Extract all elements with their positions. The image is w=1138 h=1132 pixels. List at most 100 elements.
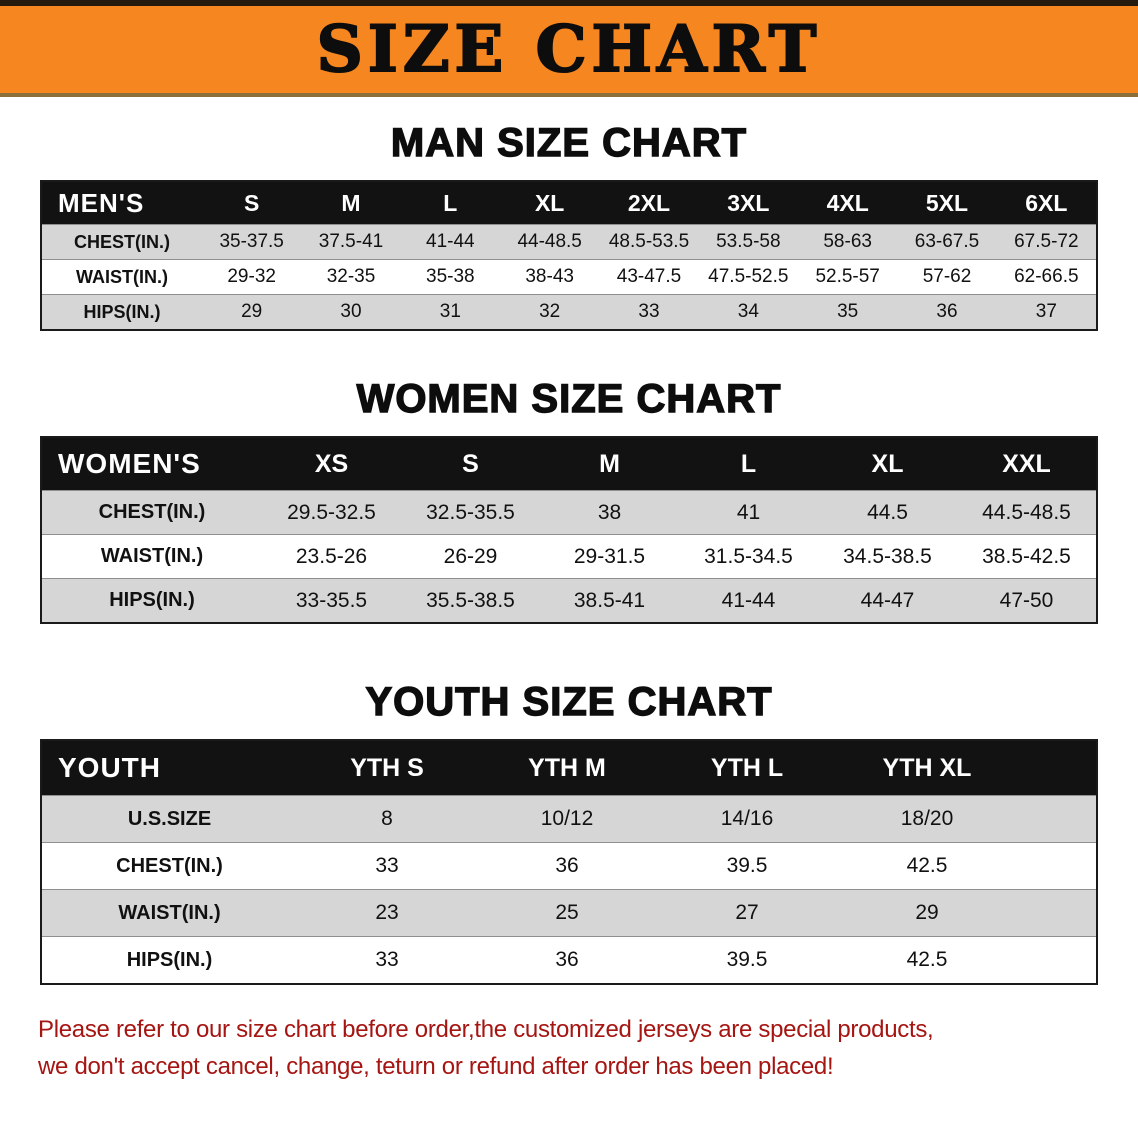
size-value: 39.5 <box>726 948 768 971</box>
womens-table-title-cell: WOMEN'S <box>58 448 201 479</box>
men-section-heading: MAN SIZE CHART <box>390 120 748 165</box>
size-value: 44.5 <box>867 500 908 524</box>
size-value: 41-44 <box>426 231 475 252</box>
youth-section-heading: YOUTH SIZE CHART <box>365 679 773 724</box>
size-value: 47.5-52.5 <box>708 266 789 287</box>
row-label: U.S.SIZE <box>127 807 212 830</box>
womens-row: WAIST(IN.) 23.5-26 26-29 29-31.5 31.5-34.5 34… <box>42 534 1096 578</box>
mens-column-header: 4XL <box>826 189 869 216</box>
size-value: 18/20 <box>900 807 954 830</box>
row-label: HIPS(IN.) <box>109 589 195 611</box>
mens-row: HIPS(IN.) 29 30 31 32 33 34 35 36 37 <box>42 294 1096 329</box>
mens-row: CHEST(IN.) 35-37.5 37.5-41 41-44 44-48.5 48.5… <box>42 224 1096 259</box>
youth-row: WAIST(IN.) 23 25 27 29 <box>42 889 1096 936</box>
size-value: 39.5 <box>726 854 768 877</box>
size-value: 29-31.5 <box>573 544 646 568</box>
size-value: 67.5-72 <box>1014 231 1079 252</box>
size-value: 63-67.5 <box>914 231 980 252</box>
youth-size-table: YOUTH YTH S YTH M YTH L YTH XL U.S.SIZE 8 10/12… <box>40 739 1098 985</box>
womens-column-header: XS <box>314 449 349 478</box>
youth-row: U.S.SIZE 8 10/12 14/16 18/20 <box>42 795 1096 842</box>
size-value: 41-44 <box>721 588 776 612</box>
size-value: 33 <box>375 854 399 877</box>
size-value: 14/16 <box>720 807 774 830</box>
size-value: 37.5-41 <box>318 231 384 252</box>
size-value: 36 <box>555 948 579 971</box>
size-value: 32 <box>539 301 561 322</box>
row-label: HIPS(IN.) <box>126 948 213 971</box>
row-label: HIPS(IN.) <box>83 301 161 322</box>
row-label: CHEST(IN.) <box>74 231 170 252</box>
size-value: 36 <box>936 301 958 322</box>
size-value: 44-48.5 <box>517 231 582 252</box>
mens-column-header: 6XL <box>1025 189 1068 216</box>
women-size-section: WOMEN SIZE CHART WOMEN'S XS S M L XL XXL CHEST(… <box>0 376 1138 624</box>
size-value: 57-62 <box>922 266 972 287</box>
mens-column-header: S <box>243 189 260 216</box>
size-value: 8 <box>381 807 393 830</box>
size-value: 35-37.5 <box>219 231 284 252</box>
youth-row: CHEST(IN.) 33 36 39.5 42.5 <box>42 842 1096 889</box>
mens-column-header: L <box>443 189 458 216</box>
size-value: 26-29 <box>443 544 498 568</box>
mens-column-header: 5XL <box>925 189 969 216</box>
size-value: 32.5-35.5 <box>426 500 515 524</box>
size-value: 25 <box>555 901 579 924</box>
size-value: 33-35.5 <box>295 588 368 612</box>
size-value: 48.5-53.5 <box>608 231 690 252</box>
size-value: 36 <box>555 854 579 877</box>
size-value: 37 <box>1035 301 1057 322</box>
row-label: CHEST(IN.) <box>98 501 206 523</box>
womens-column-header: XL <box>871 449 904 478</box>
womens-column-header: XXL <box>1002 449 1051 478</box>
mens-row: WAIST(IN.) 29-32 32-35 35-38 38-43 43-47.5 47.… <box>42 259 1096 294</box>
womens-row: HIPS(IN.) 33-35.5 35.5-38.5 38.5-41 41-44 44-… <box>42 578 1096 622</box>
mens-column-header: XL <box>534 189 565 216</box>
size-value: 38-43 <box>525 266 574 287</box>
men-size-table: MEN'S S M L XL 2XL 3XL 4XL 5XL 6XL CHEST(IN.) 35-37… <box>40 180 1098 331</box>
size-value: 29.5-32.5 <box>287 500 376 524</box>
men-size-section: MAN SIZE CHART MEN'S S M L XL 2XL 3XL 4XL 5XL 6XL… <box>0 120 1138 331</box>
size-value: 42.5 <box>906 948 948 971</box>
size-value: 32-35 <box>326 266 376 287</box>
size-value: 47-50 <box>999 588 1054 612</box>
size-value: 44.5-48.5 <box>982 500 1071 524</box>
size-value: 33 <box>375 948 399 971</box>
row-label: CHEST(IN.) <box>116 854 223 877</box>
size-value: 34.5-38.5 <box>843 544 932 568</box>
youth-row: HIPS(IN.) 33 36 39.5 42.5 <box>42 936 1096 983</box>
size-value: 30 <box>340 301 362 322</box>
page-title: SIZE CHART <box>316 11 822 87</box>
mens-column-header: 3XL <box>727 189 770 216</box>
mens-column-header: M <box>341 189 361 216</box>
size-value: 31 <box>439 301 461 322</box>
womens-column-header: M <box>599 449 620 478</box>
size-value: 23 <box>375 901 399 924</box>
mens-column-header: 2XL <box>627 189 671 216</box>
size-value: 41 <box>736 500 761 524</box>
size-value: 52.5-57 <box>815 266 880 287</box>
womens-row: CHEST(IN.) 29.5-32.5 32.5-35.5 38 41 44.5 44.5… <box>42 490 1096 534</box>
size-value: 33 <box>638 301 660 322</box>
content: MAN SIZE CHART MEN'S S M L XL 2XL 3XL 4XL 5XL 6XL… <box>0 120 1138 1085</box>
women-size-table: WOMEN'S XS S M L XL XXL CHEST(IN.) 29.5-32.5 32.5… <box>40 436 1098 624</box>
disclaimer-note: Please refer to our size chart before or… <box>0 1011 1138 1085</box>
size-value: 29-32 <box>227 266 276 287</box>
size-value: 35.5-38.5 <box>426 588 515 612</box>
youth-size-section: YOUTH SIZE CHART YOUTH YTH S YTH M YTH L YTH… <box>0 679 1138 985</box>
mens-header-row: MEN'S S M L XL 2XL 3XL 4XL 5XL 6XL <box>42 182 1096 224</box>
banner: SIZE CHART <box>0 0 1138 97</box>
disclaimer-line-2: we don't accept cancel, change, teturn o… <box>38 1053 834 1081</box>
youth-column-header: YTH XL <box>882 753 972 782</box>
size-value: 34 <box>737 301 759 322</box>
size-value: 31.5-34.5 <box>704 544 793 568</box>
disclaimer-line-1: Please refer to our size chart before or… <box>38 1016 934 1043</box>
womens-header-row: WOMEN'S XS S M L XL XXL <box>42 438 1096 490</box>
youth-header-row: YOUTH YTH S YTH M YTH L YTH XL <box>42 741 1096 795</box>
youth-column-header: YTH S <box>350 753 424 782</box>
size-chart-page: SIZE CHART MAN SIZE CHART MEN'S S M L XL 2XL 3… <box>0 0 1138 1085</box>
size-value: 29 <box>241 301 263 322</box>
size-value: 42.5 <box>906 854 948 877</box>
size-value: 38 <box>597 500 622 524</box>
womens-column-header: S <box>462 449 479 478</box>
